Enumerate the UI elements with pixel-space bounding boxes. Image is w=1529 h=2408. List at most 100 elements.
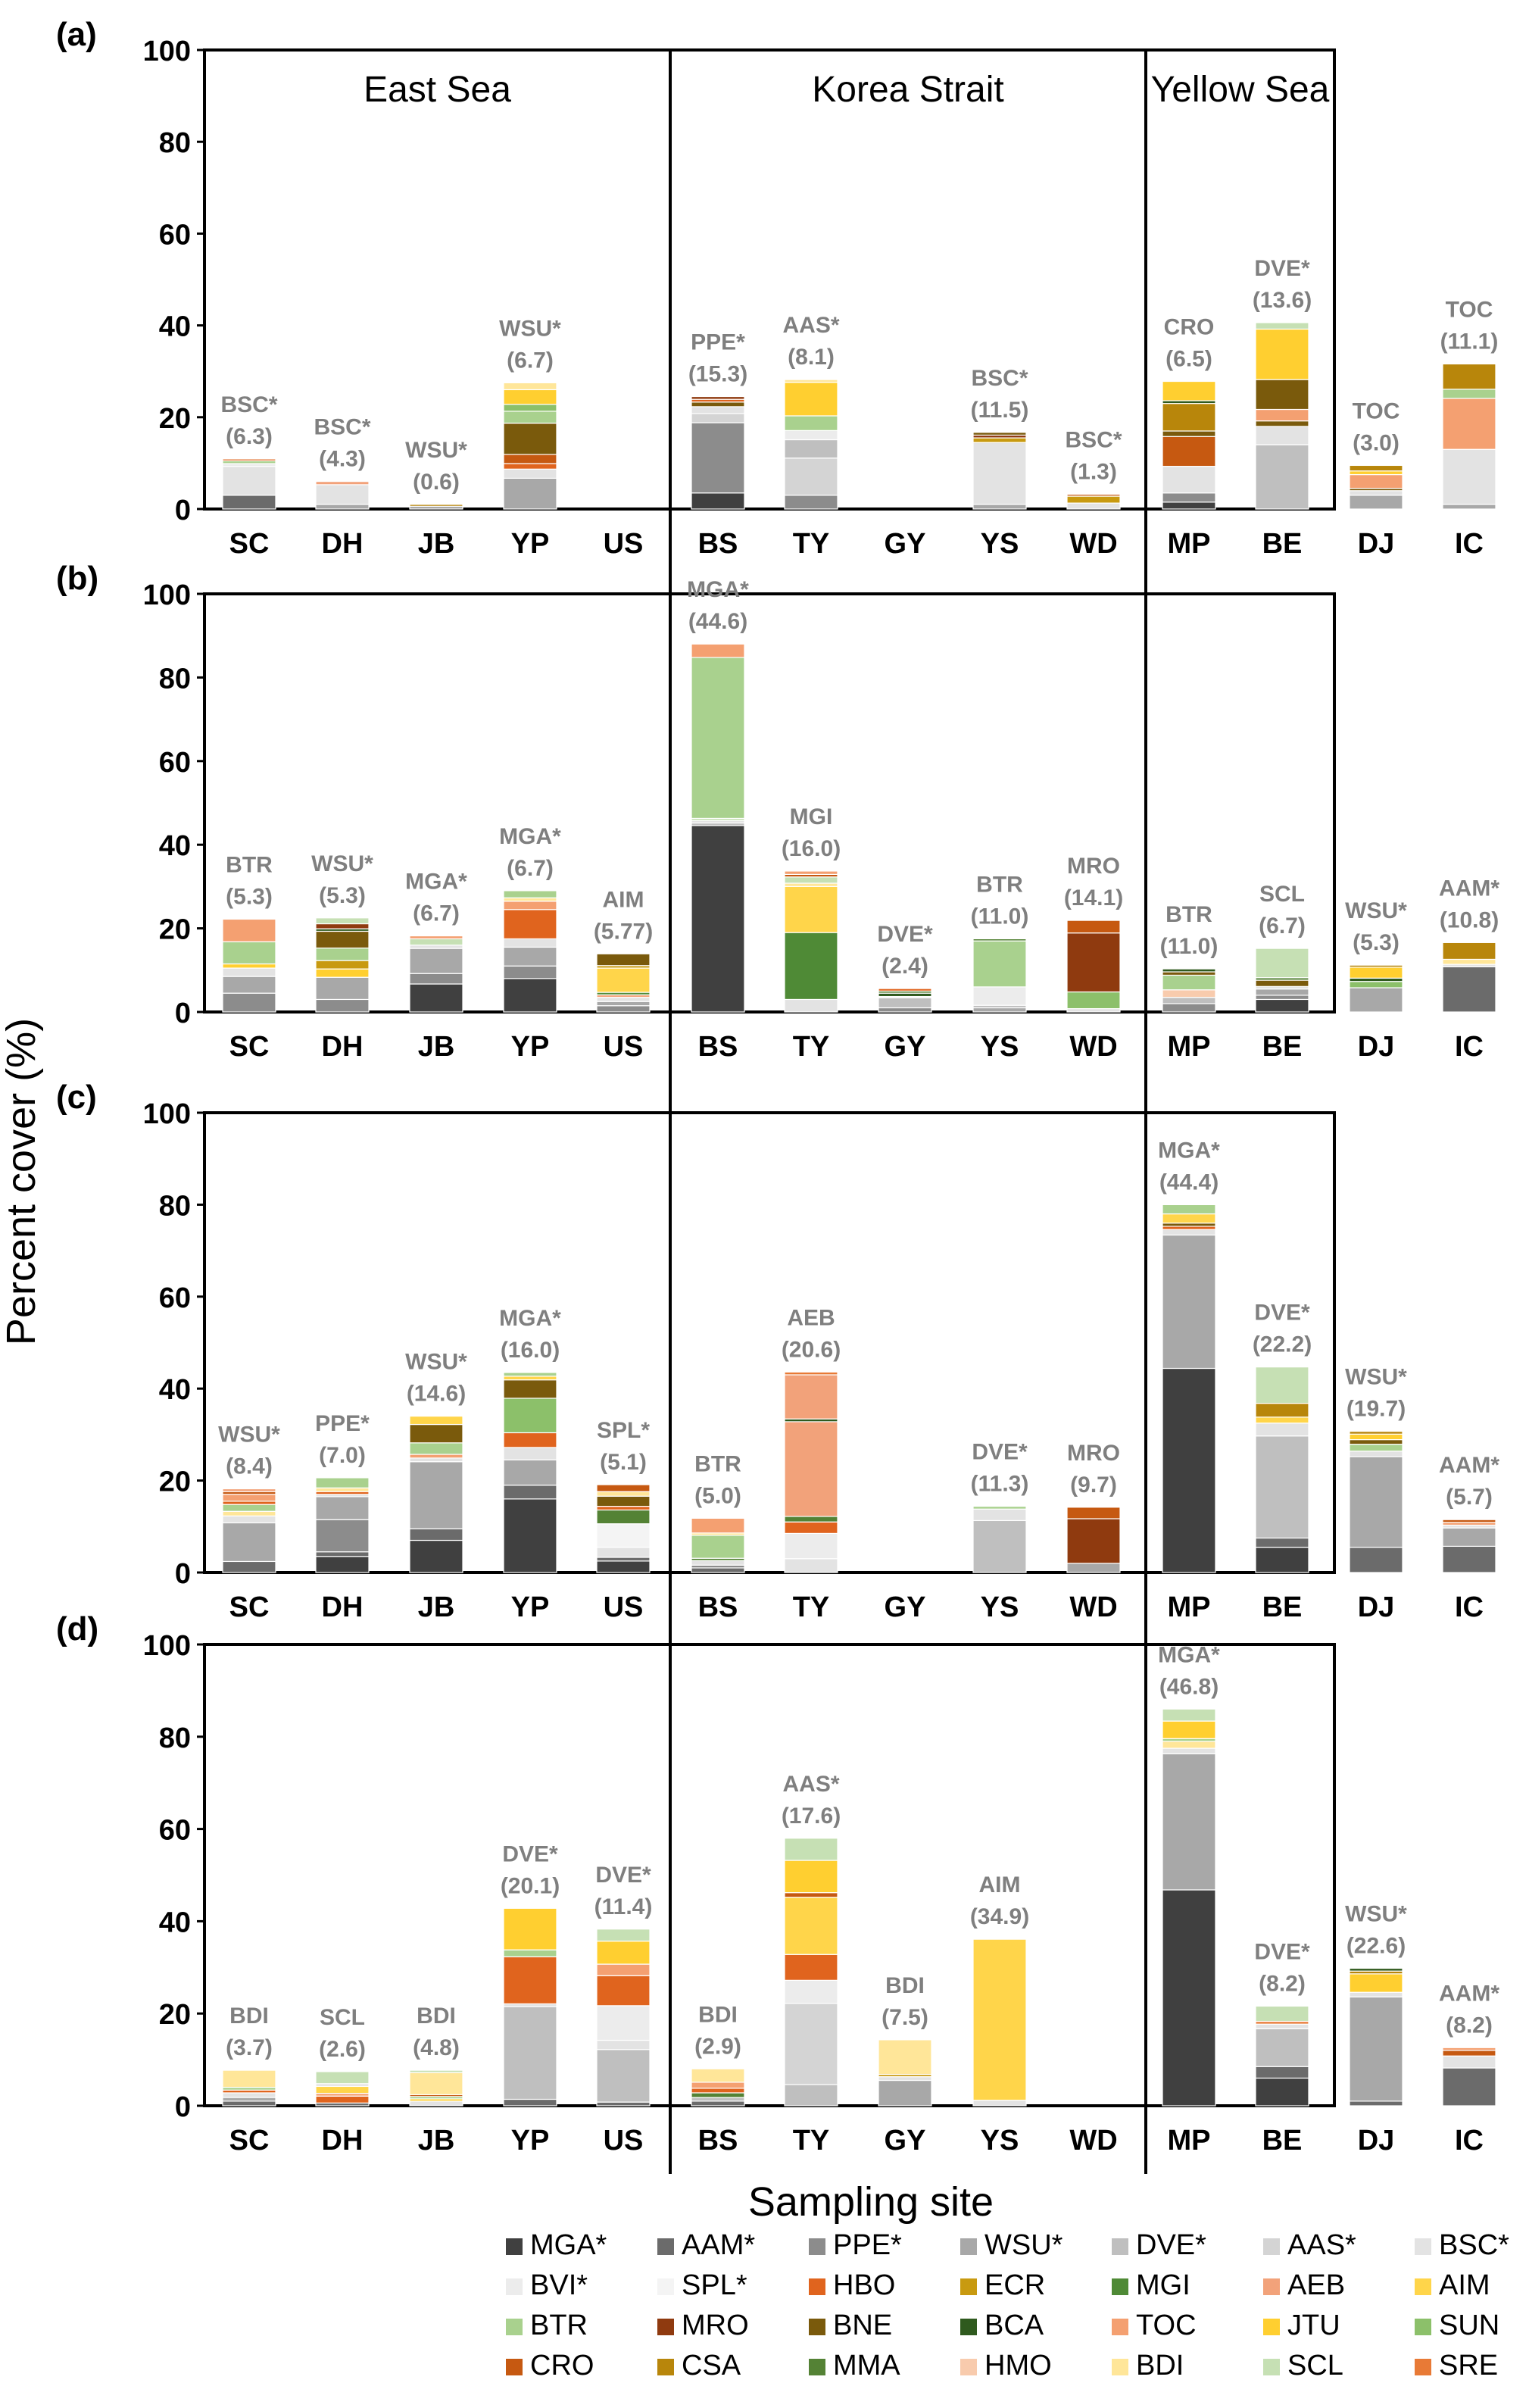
x-tick-label: GY [885, 1031, 926, 1063]
bar-segment [1442, 2050, 1496, 2057]
bar-segment [784, 1421, 838, 1517]
bar-value-label: (19.7) [1346, 1397, 1406, 1422]
x-tick-label: BE [1262, 2125, 1303, 2157]
legend-swatch [1263, 2238, 1280, 2255]
bar-segment [503, 1907, 557, 1950]
bar-segment [1162, 989, 1216, 998]
bar-species-label: MRO [1067, 854, 1120, 879]
bar-segment [315, 484, 370, 505]
bar-value-label: (5.0) [694, 1483, 741, 1508]
bar-segment [691, 2088, 745, 2094]
y-tick-label: 20 [159, 1999, 191, 2031]
bar-segment [1162, 466, 1216, 494]
bar-segment [1349, 470, 1403, 476]
bar-segment [222, 967, 276, 977]
bar-segment [596, 1495, 651, 1507]
panel-label: (d) [56, 1610, 98, 1647]
bar-value-label: (6.5) [1165, 347, 1212, 372]
bar-segment [596, 1940, 651, 1965]
legend-swatch [1263, 2319, 1280, 2335]
bar-segment [222, 2097, 276, 2102]
bar-segment [409, 1423, 463, 1444]
bar-segment [972, 1007, 1027, 1013]
legend-label: SCL [1287, 2350, 1343, 2381]
x-tick-label: GY [885, 528, 926, 560]
bar-segment [1255, 322, 1309, 330]
bar-segment [315, 947, 370, 961]
bar-segment [503, 423, 557, 455]
bar-segment [315, 1551, 370, 1557]
bar-value-label: (5.7) [1446, 1485, 1493, 1510]
bar-segment [1066, 502, 1121, 510]
bar-value-label: (22.6) [1346, 1934, 1406, 1959]
bar-segment [691, 1560, 745, 1566]
bar-value-label: (14.6) [407, 1382, 466, 1407]
bar-segment [784, 379, 838, 383]
bar-segment [1255, 1366, 1309, 1404]
x-tick-label: SC [229, 1031, 270, 1063]
bar-segment [503, 890, 557, 898]
x-tick-label: WD [1069, 1591, 1117, 1623]
x-tick-label: WD [1069, 1031, 1117, 1063]
y-tick-label: 40 [159, 311, 191, 343]
bar-segment [222, 1494, 276, 1502]
legend-label: CRO [530, 2350, 594, 2381]
bar-value-label: (11.0) [971, 904, 1029, 929]
bar-segment [1349, 1456, 1403, 1548]
legend-label: AEB [1287, 2269, 1345, 2301]
bar-segment [1349, 1431, 1403, 1435]
bar-segment [972, 432, 1027, 436]
bar-segment [315, 1477, 370, 1488]
bar-species-label: MGA* [499, 1306, 561, 1331]
bar-segment [1255, 1537, 1309, 1548]
bar-segment [972, 437, 1027, 443]
legend-label: MGI [1136, 2269, 1190, 2301]
y-tick-label: 100 [143, 1098, 191, 1130]
bar-segment [972, 938, 1027, 942]
y-tick-label: 100 [143, 579, 191, 611]
bar-segment [1255, 998, 1309, 1013]
x-tick-label: BE [1262, 528, 1303, 560]
x-tick-label: YS [981, 1591, 1019, 1623]
bar-segment [972, 442, 1027, 505]
bar-value-label: (2.9) [694, 2034, 741, 2059]
bar-segment [1255, 2066, 1309, 2079]
bar-segment [784, 885, 838, 933]
legend-swatch [506, 2278, 523, 2295]
panel-1: (a) 0 20 40 60 80 100 East Sea Korea Strait Yello… [56, 16, 1498, 560]
bar-value-label: (10.8) [1440, 907, 1499, 932]
bar-segment [1349, 1451, 1403, 1457]
bar-segment [1349, 473, 1403, 489]
x-tick-label: IC [1455, 2125, 1484, 2157]
bar-segment [691, 2100, 745, 2107]
bar-segment [315, 1519, 370, 1553]
bar-segment [596, 1491, 651, 1497]
bar-value-label: (3.7) [226, 2035, 273, 2060]
bar-segment [503, 901, 557, 910]
bar-segment [596, 1523, 651, 1548]
bar-segment [691, 643, 745, 658]
bar-species-label: AAM* [1439, 1453, 1499, 1478]
x-tick-label: BE [1262, 1591, 1303, 1623]
x-tick-label: JB [418, 1591, 455, 1623]
bar-segment [409, 938, 463, 946]
bar-segment [222, 458, 276, 461]
bar-segment [784, 439, 838, 459]
bar-segment [1349, 1433, 1403, 1441]
bar-segment [1066, 991, 1121, 1010]
bar-segment [1066, 495, 1121, 504]
legend-label: TOC [1136, 2310, 1197, 2341]
bar-segment [1442, 1519, 1496, 1523]
bar-segment [1349, 1996, 1403, 2102]
bar-segment [784, 2003, 838, 2085]
bar-value-label: (16.0) [501, 1338, 560, 1363]
bar-species-label: DVE* [972, 1440, 1028, 1465]
bar-segment [1162, 492, 1216, 503]
bar-segment [315, 998, 370, 1013]
bar-segment [503, 477, 557, 510]
bar-segment [1442, 2055, 1496, 2069]
bar-segment [596, 967, 651, 993]
bar-segment [1066, 1507, 1121, 1519]
bar-segment [1255, 988, 1309, 996]
bar-segment [878, 2039, 932, 2075]
